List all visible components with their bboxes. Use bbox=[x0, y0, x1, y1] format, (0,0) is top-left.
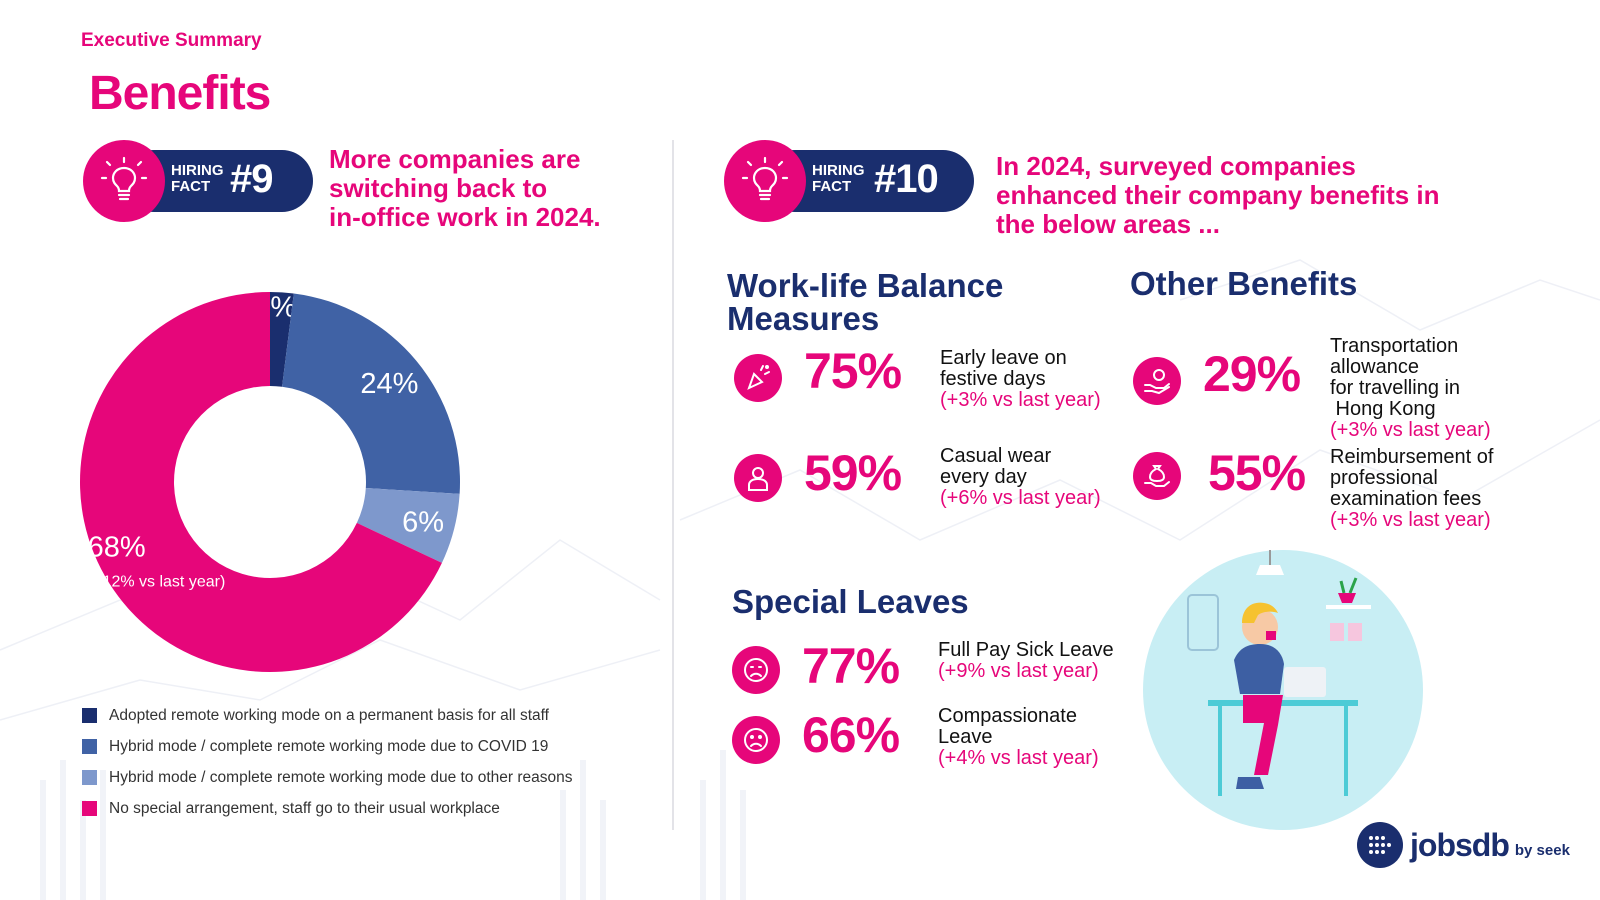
lightbulb-icon bbox=[724, 140, 806, 222]
stat-change: (+6% vs last year) bbox=[940, 487, 1101, 509]
donut-slice bbox=[270, 292, 294, 387]
hiring-fact-badge-10: HIRING FACT #10 bbox=[724, 140, 974, 222]
legend-label: Hybrid mode / complete remote working mo… bbox=[109, 737, 549, 755]
section-title-line: Work-life Balance bbox=[727, 267, 1004, 304]
headline-line: More companies are bbox=[329, 144, 581, 174]
donut-value-label: 24% bbox=[360, 368, 418, 400]
stat-description: Early leave on festive days bbox=[940, 348, 1067, 390]
stat-percent: 75% bbox=[804, 343, 902, 399]
work-life-title: Work-life Balance Measures bbox=[727, 269, 1003, 335]
jobsdb-logo: jobsdb by seek bbox=[1357, 822, 1570, 868]
legend-item: Hybrid mode / complete remote working mo… bbox=[82, 731, 573, 762]
stat-percent: 66% bbox=[802, 707, 900, 763]
logo-wordmark: jobsdb bbox=[1410, 826, 1510, 863]
headline-line: enhanced their company benefits in bbox=[996, 180, 1440, 210]
badge-hiring-label: HIRING bbox=[171, 162, 224, 179]
stat-description: Casual wear every day bbox=[940, 446, 1051, 488]
desc-line: examination fees bbox=[1330, 488, 1482, 510]
badge-number: #9 bbox=[230, 157, 273, 201]
desc-line: Hong Kong bbox=[1330, 398, 1436, 420]
stat-description: Transportation allowance for travelling … bbox=[1330, 336, 1460, 420]
stat-description: Full Pay Sick Leave bbox=[938, 640, 1114, 661]
stat-change: (+3% vs last year) bbox=[940, 389, 1101, 411]
donut-annotation: (+12% vs last year) bbox=[88, 574, 225, 591]
stat-percent: 77% bbox=[802, 638, 900, 694]
legend-label: Adopted remote working mode on a permane… bbox=[109, 706, 549, 724]
eyebrow-label: Executive Summary bbox=[81, 30, 262, 51]
desc-line: Full Pay Sick Leave bbox=[938, 639, 1114, 661]
right-headline: In 2024, surveyed companies enhanced the… bbox=[996, 152, 1440, 239]
stat-transportation: 29% Transportation allowance for travell… bbox=[1133, 336, 1533, 447]
desc-line: Compassionate bbox=[938, 705, 1077, 727]
desc-line: Early leave on bbox=[940, 347, 1067, 369]
desc-line: festive days bbox=[940, 368, 1046, 390]
stat-percent: 29% bbox=[1203, 346, 1301, 402]
page-title: Benefits bbox=[89, 67, 271, 120]
column-divider bbox=[672, 140, 674, 830]
donut-slice bbox=[356, 488, 460, 563]
badge-fact-label: FACT bbox=[812, 178, 852, 195]
stat-description: Reimbursement of professional examinatio… bbox=[1330, 447, 1493, 510]
stat-description: Compassionate Leave bbox=[938, 706, 1077, 748]
stat-change: (+9% vs last year) bbox=[938, 660, 1099, 682]
desc-line: for travelling in bbox=[1330, 377, 1461, 399]
person-at-desk-illustration bbox=[1143, 550, 1423, 830]
badge-number: #10 bbox=[874, 157, 939, 201]
headline-line: the below areas ... bbox=[996, 209, 1220, 239]
legend-label: Hybrid mode / complete remote working mo… bbox=[109, 768, 573, 786]
stat-casual-wear: 59% Casual wear every day (+6% vs last y… bbox=[734, 445, 1124, 534]
desc-line: Leave bbox=[938, 726, 993, 748]
sad-face-icon bbox=[732, 716, 780, 764]
donut-value-label: 68% bbox=[88, 532, 146, 564]
money-hand-icon bbox=[1133, 357, 1181, 405]
desc-line: professional bbox=[1330, 467, 1438, 489]
donut-slice bbox=[80, 292, 442, 672]
money-bag-hand-icon bbox=[1133, 452, 1181, 500]
person-icon bbox=[734, 454, 782, 502]
headline-line: In 2024, surveyed companies bbox=[996, 151, 1356, 181]
donut-slice bbox=[282, 293, 460, 494]
stat-sick-leave: 77% Full Pay Sick Leave (+9% vs last yea… bbox=[732, 638, 1132, 706]
legend-swatch bbox=[82, 770, 97, 785]
stat-percent: 55% bbox=[1208, 445, 1306, 501]
legend-item: Adopted remote working mode on a permane… bbox=[82, 700, 573, 731]
remote-work-donut-chart: 2%24%6%68%(+12% vs last year) bbox=[80, 291, 460, 672]
other-benefits-title: Other Benefits bbox=[1130, 265, 1358, 302]
desc-line: every day bbox=[940, 466, 1027, 488]
legend-swatch bbox=[82, 801, 97, 816]
headline-line: switching back to bbox=[329, 173, 548, 203]
chart-legend: Adopted remote working mode on a permane… bbox=[82, 700, 573, 824]
sick-face-icon bbox=[732, 646, 780, 694]
party-popper-icon bbox=[734, 354, 782, 402]
stat-early-leave: 75% Early leave on festive days (+3% vs … bbox=[734, 343, 1124, 434]
desc-line: Reimbursement of bbox=[1330, 446, 1494, 468]
stat-change: (+3% vs last year) bbox=[1330, 419, 1491, 441]
jobsdb-logo-mark bbox=[1357, 822, 1403, 868]
legend-label: No special arrangement, staff go to thei… bbox=[109, 799, 500, 817]
legend-swatch bbox=[82, 708, 97, 723]
badge-hiring-label: HIRING bbox=[812, 162, 865, 179]
legend-swatch bbox=[82, 739, 97, 754]
stat-change: (+4% vs last year) bbox=[938, 747, 1099, 769]
left-headline: More companies are switching back to in-… bbox=[329, 145, 601, 232]
stat-exam-fees: 55% Reimbursement of professional examin… bbox=[1133, 445, 1533, 542]
hiring-fact-badge-9: HIRING FACT #9 bbox=[83, 140, 313, 222]
stat-change: (+3% vs last year) bbox=[1330, 509, 1491, 531]
stat-percent: 59% bbox=[804, 445, 902, 501]
section-title-line: Measures bbox=[727, 300, 880, 337]
headline-line: in-office work in 2024. bbox=[329, 202, 601, 232]
desc-line: Casual wear bbox=[940, 445, 1052, 467]
legend-item: No special arrangement, staff go to thei… bbox=[82, 793, 573, 824]
desc-line: Transportation bbox=[1330, 335, 1459, 357]
legend-item: Hybrid mode / complete remote working mo… bbox=[82, 762, 573, 793]
special-leaves-title: Special Leaves bbox=[732, 583, 969, 620]
donut-value-label: 6% bbox=[402, 506, 444, 538]
lightbulb-icon bbox=[83, 140, 165, 222]
badge-fact-label: FACT bbox=[171, 178, 211, 195]
stat-compassionate-leave: 66% Compassionate Leave (+4% vs last yea… bbox=[732, 706, 1132, 786]
desc-line: allowance bbox=[1330, 356, 1419, 378]
logo-by-seek: by seek bbox=[1514, 841, 1570, 859]
